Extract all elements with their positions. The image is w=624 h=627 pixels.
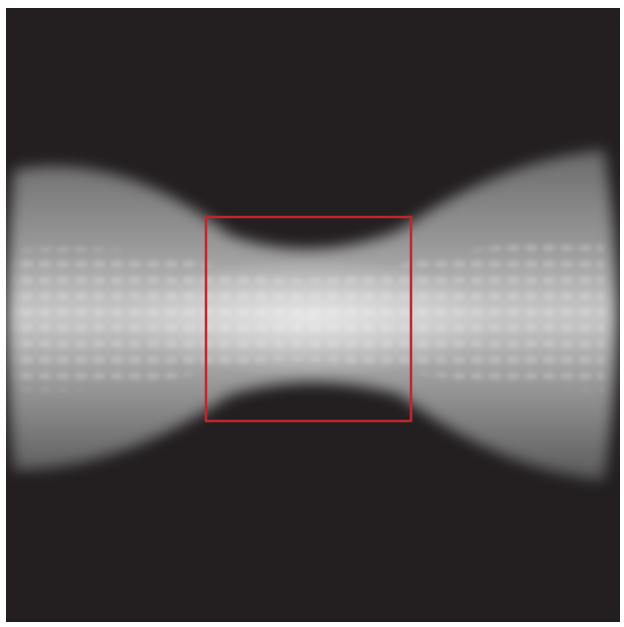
image xyxy=(0,0,624,627)
photo xyxy=(6,8,620,622)
page xyxy=(0,0,624,627)
beam-core xyxy=(120,258,500,378)
